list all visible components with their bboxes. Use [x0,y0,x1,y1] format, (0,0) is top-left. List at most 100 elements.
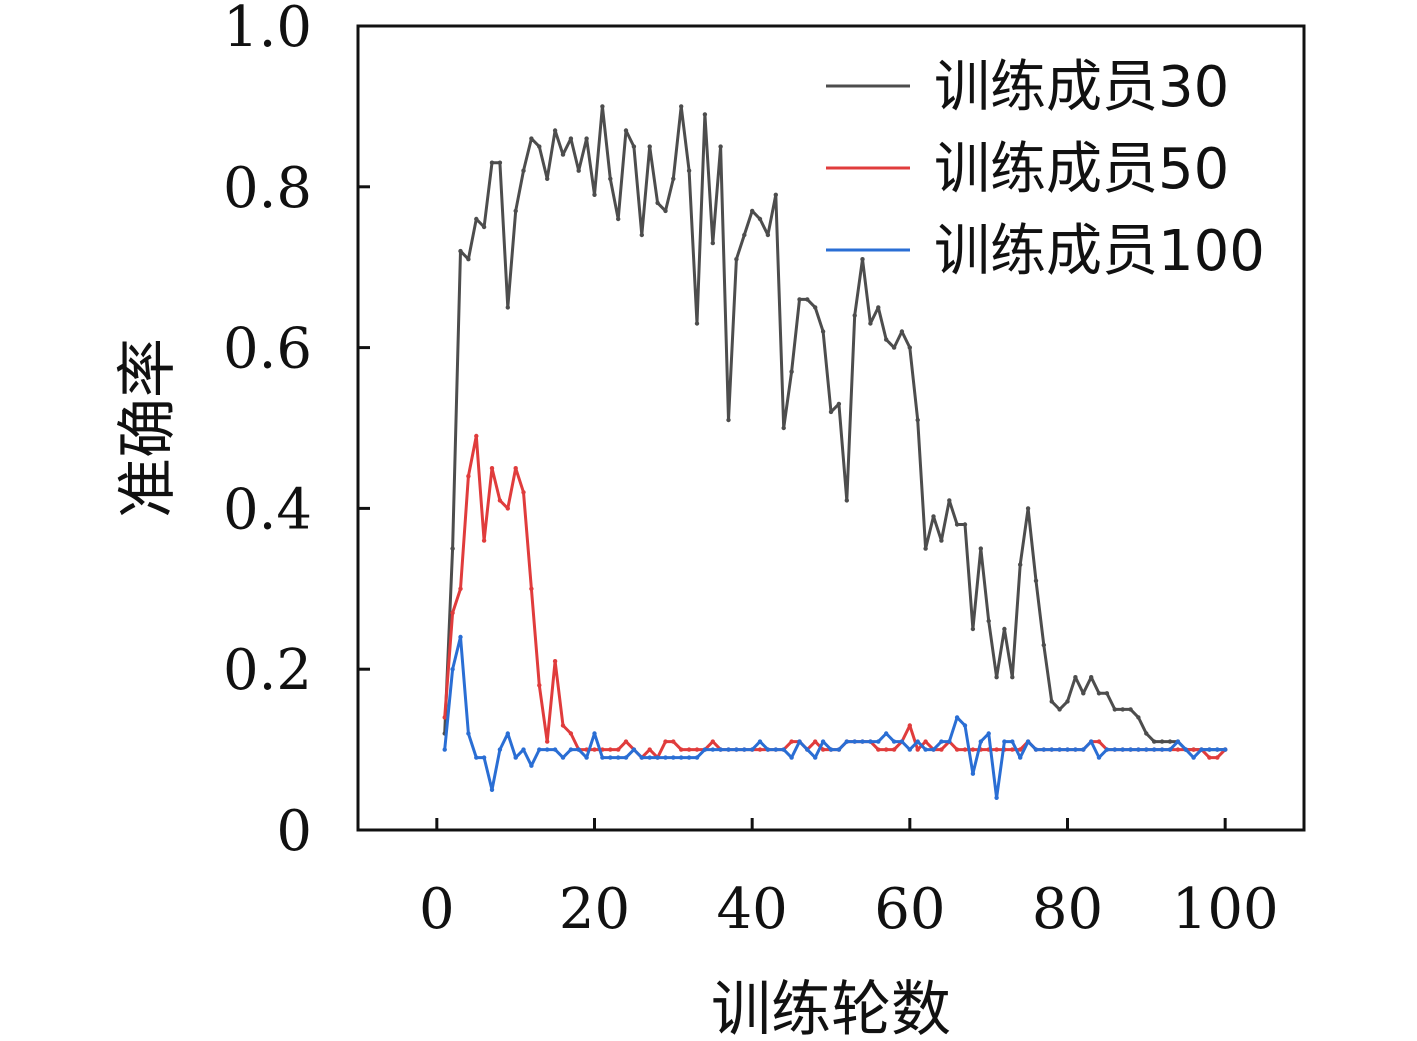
data-point [939,538,944,543]
data-point [592,192,597,197]
data-point [757,747,763,752]
data-point [679,755,684,760]
data-point [710,739,715,744]
data-point [876,739,881,744]
data-point [600,755,605,760]
data-point [513,466,518,471]
data-point [907,723,912,728]
data-point [852,739,857,744]
data-point [931,747,936,752]
data-point [939,739,944,744]
data-point [671,176,676,181]
data-point [789,755,794,760]
data-point [663,208,668,214]
data-point [1073,675,1078,680]
data-point [1183,747,1189,752]
data-point [560,755,566,760]
data-point [537,683,542,688]
legend-label: 训练成员30 [934,55,1229,120]
x-axis: 0 20 40 60 80 100 [419,818,1279,942]
data-point [1144,731,1149,736]
data-point [742,747,747,752]
y-axis: 0 0.2 0.4 0.6 0.8 1.0 [223,0,370,864]
data-point [1199,747,1204,752]
data-point [521,747,526,752]
data-point [915,417,920,423]
data-point [844,739,849,744]
data-point [1136,747,1141,752]
data-point [1175,739,1181,744]
data-point [710,747,715,752]
data-point [623,755,629,760]
data-point [1191,747,1196,752]
data-point [1073,747,1078,752]
data-point [797,739,802,744]
data-point [876,747,881,752]
data-point [1049,699,1054,704]
data-point [545,747,550,752]
data-point [584,755,589,760]
data-point [947,498,952,503]
data-point [694,747,700,752]
data-point [765,232,771,238]
data-point [994,795,999,800]
data-point [726,417,731,423]
data-point [734,747,739,752]
data-point [489,466,495,471]
data-point [466,474,471,479]
data-point [891,747,897,752]
data-point [474,433,479,439]
data-point [907,345,912,350]
data-point [458,634,463,640]
data-point [954,522,960,527]
data-point [828,409,834,415]
data-point [923,546,928,551]
data-point [489,787,495,792]
data-point [1041,642,1047,648]
data-point [505,305,510,310]
data-point [773,192,778,197]
data-point [986,618,991,624]
data-point [970,747,976,752]
data-point [718,747,723,752]
data-point [1207,747,1212,752]
data-point [773,747,778,752]
data-point [1025,506,1031,511]
data-point [616,755,621,760]
data-point [986,731,991,736]
data-point [954,715,960,720]
data-point [694,755,700,760]
data-point [513,755,518,760]
data-point [576,168,581,173]
data-point [947,739,952,744]
data-point [923,747,928,752]
data-point [836,747,842,752]
data-point [1207,755,1212,760]
data-point [616,216,621,222]
data-point [884,731,889,736]
data-point [1167,739,1173,744]
data-point [954,747,960,752]
series-layer [442,104,1228,800]
data-point [702,747,708,752]
y-tick-label: 0.4 [223,477,312,542]
data-point [623,739,629,744]
x-tick-label: 80 [1032,877,1103,942]
data-point [1096,739,1102,744]
data-point [474,216,479,222]
data-point [1096,755,1102,760]
x-tick-label: 40 [717,877,788,942]
series-line [443,104,1226,752]
data-point [860,257,865,262]
data-point [1089,675,1094,680]
data-point [813,755,818,760]
x-axis-label: 训练轮数 [711,975,951,1041]
data-point [1104,747,1110,752]
series-line [443,434,1227,760]
data-point [647,747,652,752]
data-point [537,747,542,752]
data-point [655,200,660,206]
x-tick-label: 0 [419,877,455,942]
data-point [1018,755,1023,760]
data-point [1215,755,1220,760]
